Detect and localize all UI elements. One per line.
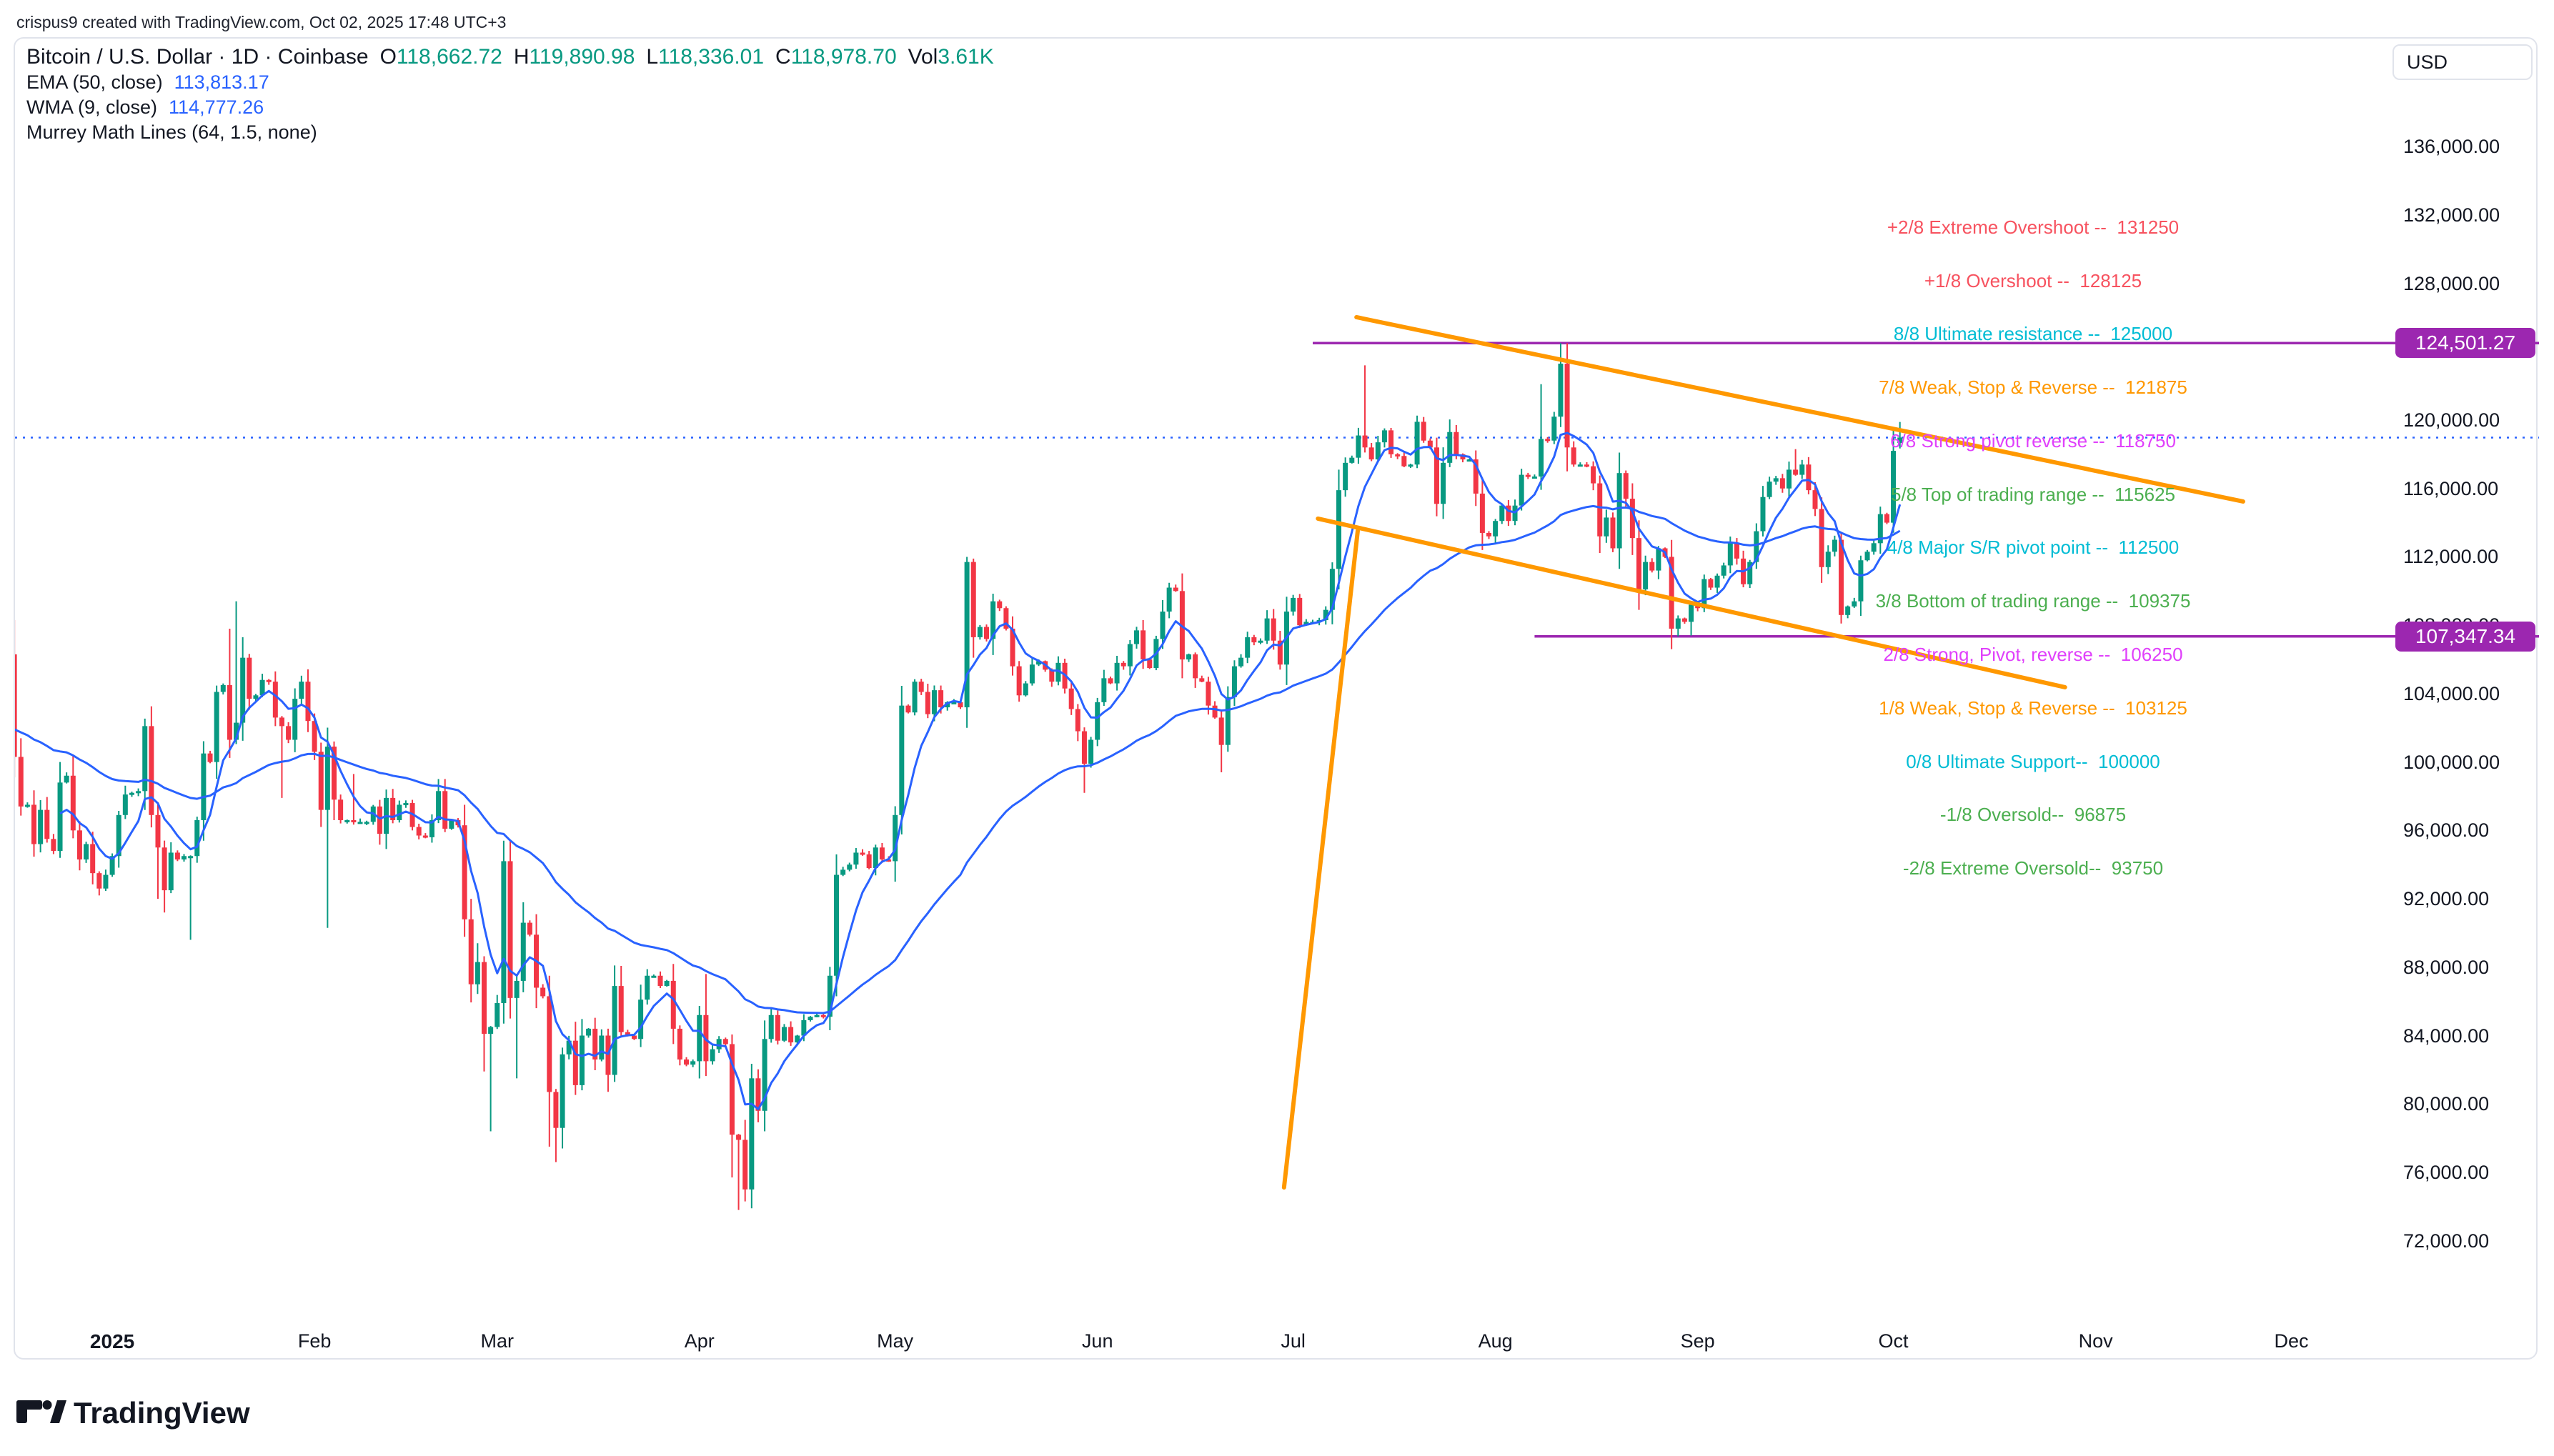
murrey-level-label: +1/8 Overshoot -- 128125 xyxy=(1924,269,2142,291)
price-axis-label: 96,000.00 xyxy=(2403,819,2490,842)
murrey-level-label: 8/8 Ultimate resistance -- 125000 xyxy=(1893,323,2173,345)
wma-value: 114,777.26 xyxy=(169,96,264,118)
date-axis-label: Mar xyxy=(480,1330,515,1352)
murrey-level-label: 5/8 Top of trading range -- 115625 xyxy=(1891,483,2175,505)
date-axis-label: Sep xyxy=(1680,1330,1715,1352)
date-axis-label: Dec xyxy=(2274,1330,2309,1352)
price-axis-label: 116,000.00 xyxy=(2403,477,2499,499)
candlestick-series xyxy=(15,343,1903,1210)
date-axis-label: May xyxy=(877,1330,914,1352)
murrey-level-label: 6/8 Strong pivot reverse -- 118750 xyxy=(1890,429,2176,452)
symbol-title: Bitcoin / U.S. Dollar xyxy=(26,45,213,69)
low-value: 118,336.01 xyxy=(658,45,765,69)
date-axis-label: Aug xyxy=(1478,1330,1513,1352)
currency-toggle-button[interactable]: USD xyxy=(2392,44,2533,80)
open-label: O xyxy=(379,45,397,69)
price-axis-label: 72,000.00 xyxy=(2403,1230,2490,1252)
ema-value: 113,813.17 xyxy=(174,71,269,93)
chart-legend: Bitcoin / U.S. Dollar · 1D · Coinbase O11… xyxy=(26,45,994,143)
date-axis-label: Jun xyxy=(1081,1330,1113,1352)
trend-line[interactable] xyxy=(1316,516,2067,689)
date-axis-label: Nov xyxy=(2078,1330,2113,1352)
tradingview-wordmark: TradingView xyxy=(74,1396,250,1430)
price-axis-label: 100,000.00 xyxy=(2403,751,2500,773)
murrey-level-label: 4/8 Major S/R pivot point -- 112500 xyxy=(1887,537,2180,559)
exchange-label: Coinbase xyxy=(277,45,369,69)
date-axis-label: Oct xyxy=(1878,1330,1909,1352)
price-axis-label: 92,000.00 xyxy=(2403,888,2490,910)
tradingview-mark xyxy=(16,1400,66,1423)
price-axis-label: 128,000.00 xyxy=(2403,272,2500,294)
price-line-badge: 124,501.27 xyxy=(2395,328,2535,359)
interval-label: 1D xyxy=(231,45,259,69)
murrey-level-label: 0/8 Ultimate Support-- 100000 xyxy=(1906,750,2160,772)
murrey-level-label: +2/8 Extreme Overshoot -- 131250 xyxy=(1887,216,2180,238)
wma-indicator-row: WMA (9, close) 114,777.26 xyxy=(26,97,994,117)
date-axis-label: Apr xyxy=(684,1330,715,1352)
high-value: 119,890.98 xyxy=(529,45,635,69)
murrey-level-label: 7/8 Weak, Stop & Reverse -- 121875 xyxy=(1879,377,2187,399)
close-label: C xyxy=(775,45,791,69)
price-axis-label: 84,000.00 xyxy=(2403,1024,2490,1047)
moving-average-lines xyxy=(15,432,1902,1111)
ema-label: EMA (50, close) xyxy=(26,71,163,93)
attribution-text: crispus9 created with TradingView.com, O… xyxy=(16,13,507,31)
price-axis-label: 76,000.00 xyxy=(2403,1161,2490,1183)
price-axis-label: 80,000.00 xyxy=(2403,1093,2490,1115)
volume-value: 3.61K xyxy=(938,45,994,69)
murrey-level-label: 3/8 Bottom of trading range -- 109375 xyxy=(1875,590,2191,612)
high-label: H xyxy=(513,45,530,69)
open-value: 118,662.72 xyxy=(396,45,502,69)
date-axis-label: Feb xyxy=(297,1330,332,1352)
ema-indicator-row: EMA (50, close) 113,813.17 xyxy=(26,72,994,92)
murrey-level-label: 1/8 Weak, Stop & Reverse -- 103125 xyxy=(1879,697,2187,719)
date-axis-label: Jul xyxy=(1281,1330,1306,1352)
low-label: L xyxy=(646,45,659,69)
price-axis-label: 112,000.00 xyxy=(2403,546,2499,568)
price-line-badge: 107,347.34 xyxy=(2395,621,2535,652)
murrey-level-label: -1/8 Oversold-- 96875 xyxy=(1939,804,2127,826)
close-value: 118,978.70 xyxy=(790,45,897,69)
volume-label: Vol xyxy=(908,45,938,69)
price-axis-label: 104,000.00 xyxy=(2403,682,2500,704)
chart-card xyxy=(14,37,2538,1360)
tradingview-logo[interactable]: TradingView xyxy=(16,1395,259,1435)
trend-line[interactable] xyxy=(1354,314,2245,504)
price-axis-label: 136,000.00 xyxy=(2403,136,2500,158)
murrey-title: Murrey Math Lines (64, 1.5, none) xyxy=(26,121,317,143)
price-axis-label: 120,000.00 xyxy=(2403,409,2500,431)
murrey-level-label: 2/8 Strong, Pivot, reverse -- 106250 xyxy=(1883,644,2183,666)
murrey-indicator-row: Murrey Math Lines (64, 1.5, none) xyxy=(26,122,994,142)
trend-line[interactable] xyxy=(1281,528,1360,1190)
murrey-level-label: -2/8 Extreme Oversold-- 93750 xyxy=(1902,857,2164,879)
price-axis-label: 88,000.00 xyxy=(2403,956,2490,978)
wma-label: WMA (9, close) xyxy=(26,96,158,118)
price-axis-label: 132,000.00 xyxy=(2403,204,2500,226)
symbol-row: Bitcoin / U.S. Dollar · 1D · Coinbase O11… xyxy=(26,45,994,69)
date-axis-label: 2025 xyxy=(89,1330,135,1352)
